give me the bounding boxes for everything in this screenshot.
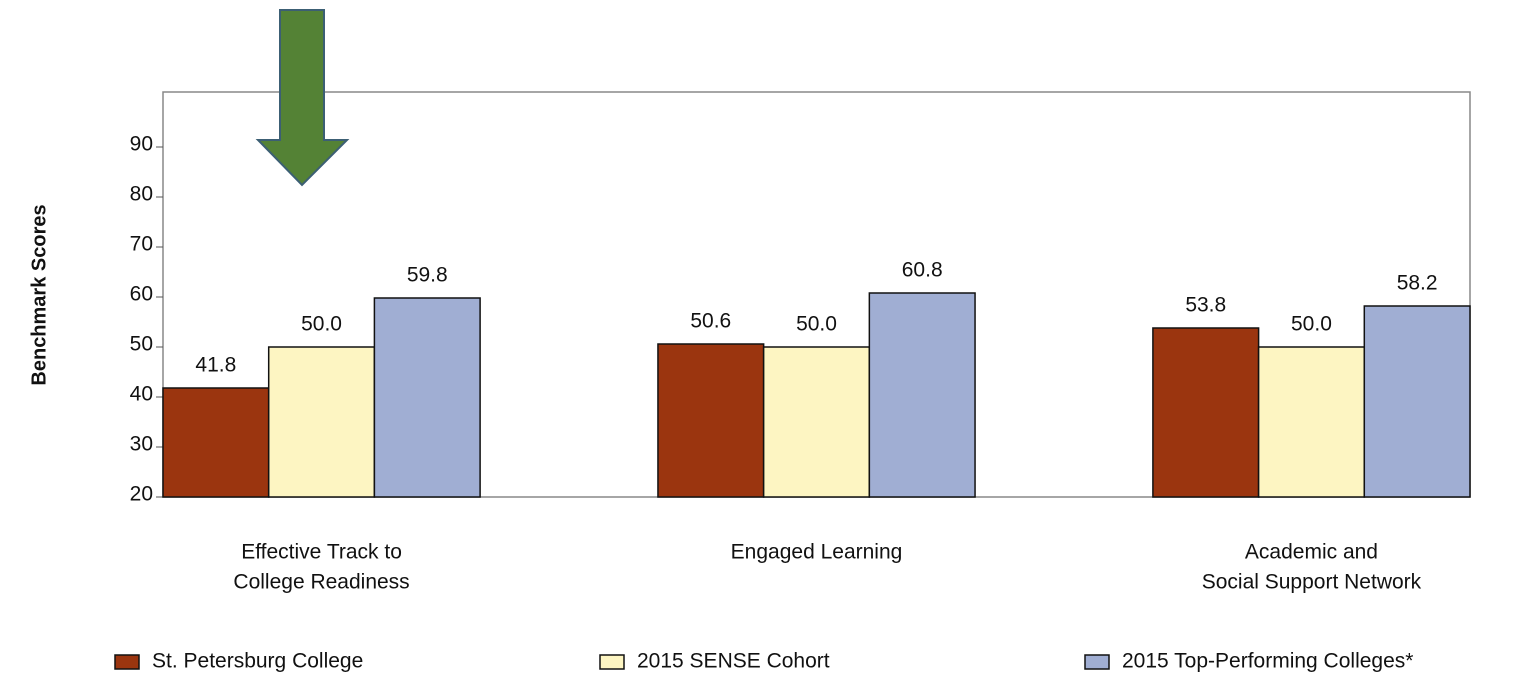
y-tick-label: 50 bbox=[130, 333, 153, 356]
y-tick-label: 20 bbox=[130, 483, 153, 506]
bar bbox=[267, 346, 376, 498]
arrow bbox=[255, 9, 350, 187]
value-label: 50.0 bbox=[301, 313, 342, 336]
value-label: 58.2 bbox=[1397, 272, 1438, 295]
y-tick-label: 70 bbox=[130, 233, 153, 256]
x-tick-label: Effective Track to bbox=[241, 541, 402, 564]
bar bbox=[657, 343, 765, 498]
value-label: 41.8 bbox=[195, 354, 236, 377]
y-tick-label: 60 bbox=[130, 283, 153, 306]
value-label: 59.8 bbox=[407, 264, 448, 287]
value-label: 50.0 bbox=[796, 313, 837, 336]
bar bbox=[762, 346, 871, 498]
value-label: 50.0 bbox=[1291, 313, 1332, 336]
bar bbox=[1152, 327, 1260, 498]
legend-swatch bbox=[1084, 654, 1110, 670]
legend-swatch bbox=[114, 654, 140, 670]
legend-label: 2015 SENSE Cohort bbox=[637, 650, 830, 673]
x-tick-label: Academic and bbox=[1245, 541, 1378, 564]
value-label: 53.8 bbox=[1185, 294, 1226, 317]
y-tick-label: 90 bbox=[130, 133, 153, 156]
bar bbox=[162, 387, 270, 498]
legend-label: 2015 Top-Performing Colleges* bbox=[1122, 650, 1413, 673]
value-label: 60.8 bbox=[902, 259, 943, 282]
legend-label: St. Petersburg College bbox=[152, 650, 363, 673]
y-axis-label: Benchmark Scores bbox=[28, 204, 50, 385]
bar bbox=[1363, 305, 1471, 498]
x-tick-label: College Readiness bbox=[233, 571, 409, 594]
legend-swatch bbox=[599, 654, 625, 670]
bar bbox=[868, 292, 976, 498]
y-tick-label: 80 bbox=[130, 183, 153, 206]
value-label: 50.6 bbox=[690, 310, 731, 333]
y-tick-label: 30 bbox=[130, 433, 153, 456]
x-tick-label: Engaged Learning bbox=[731, 541, 903, 564]
x-tick-label: Social Support Network bbox=[1202, 571, 1422, 594]
y-tick-label: 40 bbox=[130, 383, 153, 406]
bar bbox=[373, 297, 481, 498]
bar bbox=[1257, 346, 1366, 498]
